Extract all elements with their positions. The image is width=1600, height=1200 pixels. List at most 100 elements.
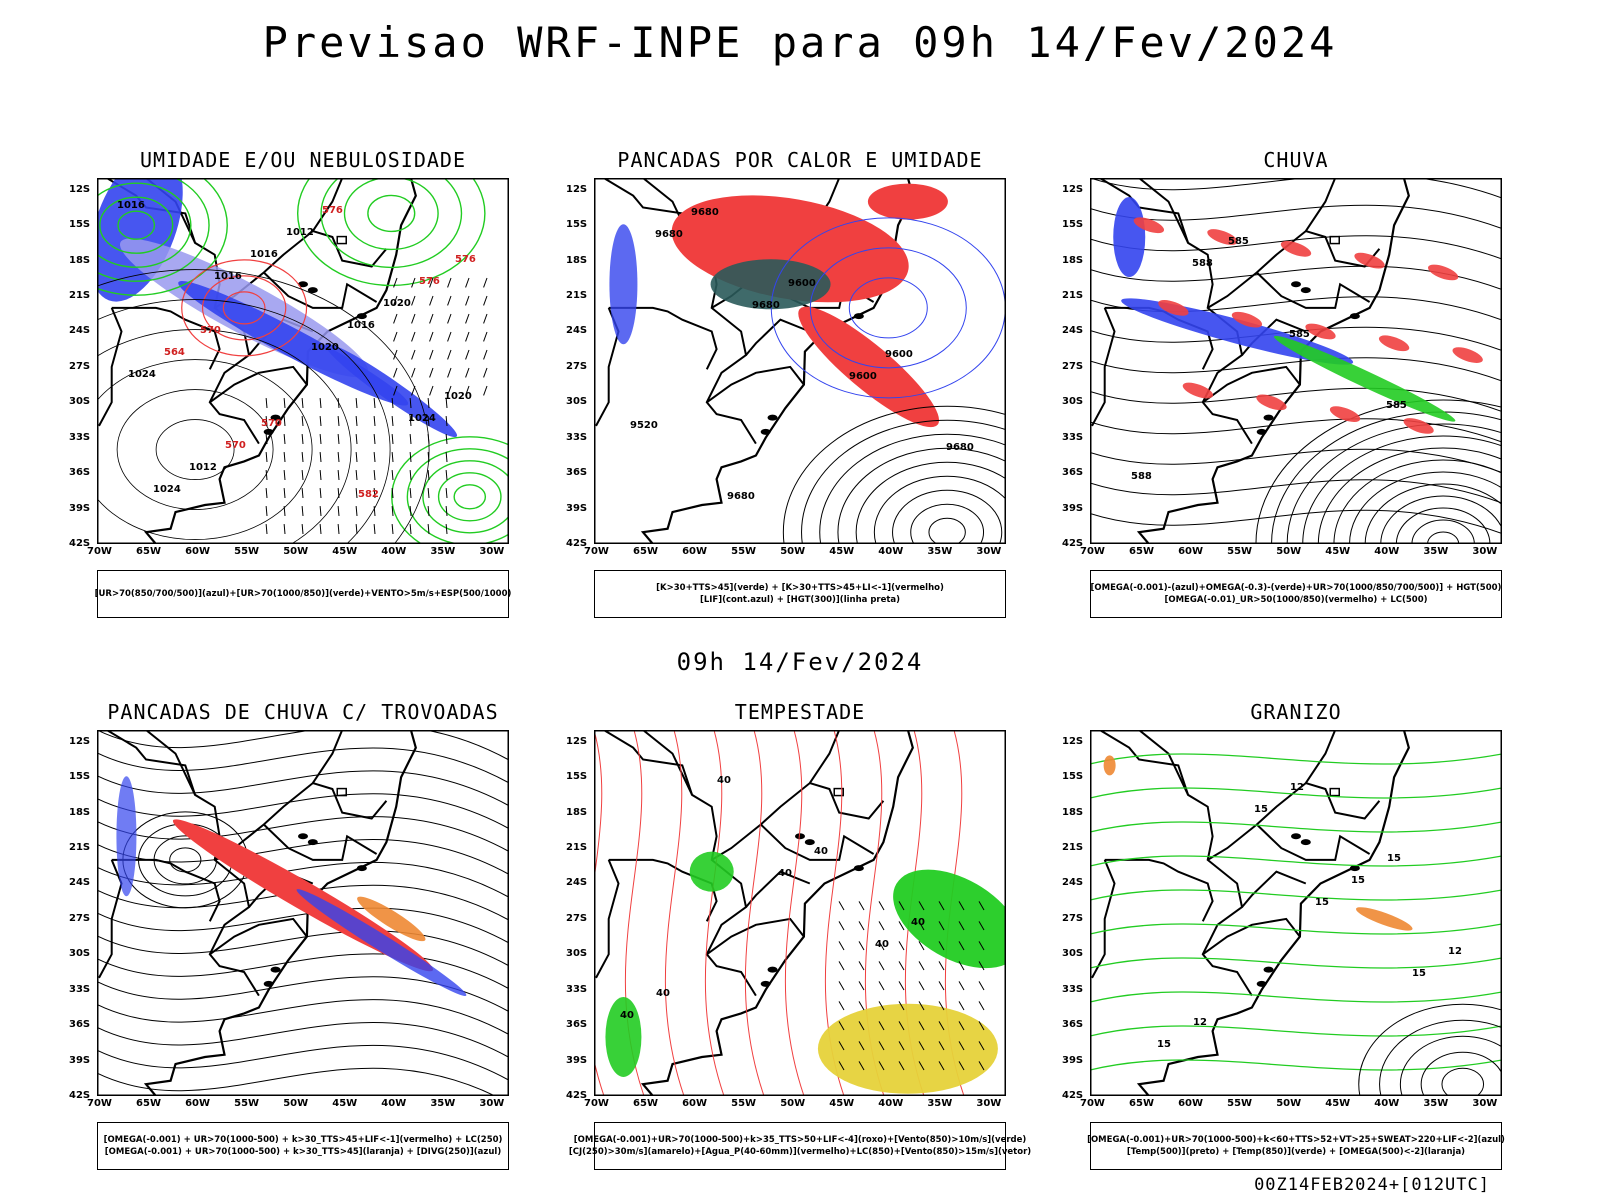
contour-line <box>1380 495 1502 544</box>
wind-vector <box>878 1041 885 1051</box>
lat-tick-label: 24S <box>69 877 91 889</box>
wind-vector <box>319 523 322 535</box>
wind-vector <box>409 523 412 535</box>
contour-label: 585 <box>1386 400 1407 411</box>
streamline <box>1090 178 1502 199</box>
wind-vector <box>427 505 430 517</box>
lon-tick-label: 40W <box>381 1098 407 1109</box>
lon-tick-label: 65W <box>1129 1098 1154 1109</box>
wind-vector <box>355 487 358 499</box>
lon-tick-label: 60W <box>185 1098 211 1109</box>
legend-line: [Temp(500)](preto) + [Temp(850)](verde) … <box>1126 1147 1466 1157</box>
wind-vector <box>447 331 452 342</box>
lon-tick-label: 45W <box>332 1098 358 1109</box>
brasilia-marker <box>1329 787 1340 797</box>
contour-label: 1016 <box>214 271 242 282</box>
wind-vector <box>958 1021 965 1031</box>
lat-tick-label: 42S <box>1062 538 1084 549</box>
wind-vector <box>938 1001 945 1011</box>
wind-vector <box>391 469 394 481</box>
lat-tick-label: 15S <box>69 771 91 783</box>
contour-line <box>1364 483 1502 544</box>
contour-line <box>153 835 217 885</box>
contour-line <box>453 484 487 510</box>
wind-vector <box>391 451 394 463</box>
contour-line <box>116 389 274 510</box>
contour-line <box>819 433 1006 544</box>
field-area <box>1182 382 1214 399</box>
contour-line <box>892 489 1003 544</box>
contour-line <box>1090 821 1502 833</box>
lon-tick-label: 55W <box>234 1098 260 1109</box>
border-line <box>209 917 308 956</box>
legend-line: [OMEGA(-0.001)+UR>70(1000-500)+k<60+TTS>… <box>1087 1135 1505 1145</box>
wind-vector <box>301 505 304 517</box>
lake <box>1300 287 1311 294</box>
contour-label: 1020 <box>383 298 411 309</box>
lat-tick-label: 27S <box>1062 912 1084 924</box>
contour-line <box>367 194 416 233</box>
lake <box>263 980 274 987</box>
legend-line: [OMEGA(-0.001) + UR>70(1000-500) + k>30_… <box>103 1135 503 1145</box>
lat-tick-label: 12S <box>69 735 91 747</box>
lon-tick-label: 65W <box>136 1098 161 1109</box>
lake <box>767 966 778 973</box>
lat-tick-label: 42S <box>1062 1090 1084 1101</box>
lake <box>853 865 864 872</box>
border-line <box>642 730 694 796</box>
border-line <box>312 230 388 268</box>
lat-tick-label: 18S <box>69 806 91 818</box>
contour-label: 12 <box>1193 1017 1207 1028</box>
wind-vector <box>409 487 412 499</box>
lake <box>1263 966 1274 973</box>
lat-tick-label: 21S <box>1062 290 1084 302</box>
lat-tick-label: 42S <box>566 1090 588 1101</box>
lake <box>356 865 367 872</box>
field-area <box>357 896 426 942</box>
streamline <box>97 816 509 852</box>
wind-vector <box>918 921 925 931</box>
contour-label: 1016 <box>347 320 375 331</box>
lat-tick-label: 27S <box>566 360 588 372</box>
contour-label: 12 <box>1448 946 1462 957</box>
contour-line <box>1395 507 1491 544</box>
contour-line <box>848 277 928 339</box>
wind-vector <box>878 941 885 951</box>
lat-tick-label: 15S <box>69 219 91 231</box>
contour-label: 9600 <box>788 278 816 289</box>
wind-vector <box>409 469 412 481</box>
wind-vector <box>393 277 398 288</box>
lon-tick-label: 35W <box>430 1098 456 1109</box>
lat-tick-label: 30S <box>69 948 91 960</box>
contour-line <box>1358 1003 1502 1096</box>
wind-vector <box>465 295 470 306</box>
lake <box>1263 414 1274 421</box>
border-line <box>263 823 378 861</box>
streamline <box>97 839 509 875</box>
map-base <box>594 730 914 1096</box>
contour-line <box>97 178 228 296</box>
field-area <box>1280 240 1312 257</box>
wind-vector <box>373 451 376 463</box>
wind-vector <box>337 433 340 445</box>
contour-label: 9680 <box>691 207 719 218</box>
wind-vector <box>427 397 430 409</box>
contour-line <box>1090 889 1502 901</box>
border-line <box>745 318 811 356</box>
wind-vector <box>427 415 430 427</box>
field-area <box>1256 394 1287 411</box>
streamline <box>97 1022 509 1058</box>
wind-vector <box>898 921 905 931</box>
wind-vector <box>373 469 376 481</box>
wind-vector <box>465 349 470 360</box>
wind-vector <box>411 331 416 342</box>
border-line <box>1256 823 1371 861</box>
lat-tick-label: 33S <box>1062 431 1084 443</box>
wind-vector <box>958 1061 965 1071</box>
brasilia-marker <box>833 787 844 797</box>
wind-vector <box>958 921 965 931</box>
wind-vector <box>355 523 358 535</box>
wind-vector <box>978 1061 985 1071</box>
contour-label: 588 <box>1131 471 1152 482</box>
lon-tick-label: 35W <box>430 546 456 557</box>
